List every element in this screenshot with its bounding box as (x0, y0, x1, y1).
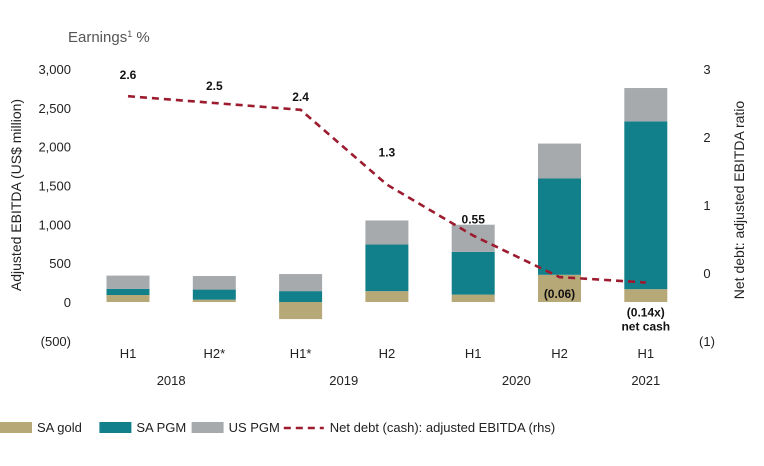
y2-tick-label: 1 (703, 198, 710, 213)
bar-us-pgm (192, 275, 236, 290)
y-tick-label: 2,000 (38, 140, 71, 155)
y-tick-label: 1,500 (38, 179, 71, 194)
bar-us-pgm (451, 224, 495, 252)
ratio-data-label: 2.5 (206, 79, 223, 93)
bar-us-pgm (279, 274, 323, 292)
y2-tick-label: 0 (703, 266, 710, 281)
y-axis-title: Adjusted EBITDA (US$ million) (8, 99, 24, 291)
year-label: 2020 (502, 373, 531, 388)
bar-us-pgm (106, 275, 150, 289)
bar-sa-pgm (624, 121, 668, 290)
x-tick-label: H2 (551, 346, 568, 361)
x-tick-label: H2 (379, 346, 396, 361)
x-tick-label: H1 (637, 346, 654, 361)
legend-swatch (0, 422, 32, 433)
chart-title-suffix: % (132, 29, 150, 46)
y2-tick-label: (1) (699, 334, 715, 349)
ratio-data-label: 0.55 (462, 213, 486, 227)
y2-axis-title: Net debt: adjusted EBITDA ratio (731, 101, 747, 300)
chart-title: Earnings1 % (68, 29, 150, 46)
bar-sa-gold (279, 302, 323, 320)
y-tick-label: 1,000 (38, 217, 71, 232)
legend-label: US PGM (229, 420, 280, 435)
net-debt-ratio-line (127, 94, 646, 284)
bar-sa-pgm (279, 291, 323, 302)
ratio-data-label: (0.14x) (627, 306, 665, 320)
year-label: 2018 (157, 373, 186, 388)
legend-swatch (99, 422, 132, 433)
x-tick-label: H1 (120, 346, 137, 361)
bar-sa-pgm (365, 244, 409, 292)
y-tick-label: (500) (41, 334, 71, 349)
legend-label: Net debt (cash): adjusted EBITDA (rhs) (330, 420, 555, 435)
ratio-data-label: (0.06) (544, 287, 575, 301)
bar-sa-pgm (106, 288, 150, 296)
chart-title-footnote: 1 (127, 29, 132, 39)
y-tick-label: 0 (64, 295, 71, 310)
bar-sa-pgm (538, 178, 581, 275)
x-tick-label: H2* (203, 346, 225, 361)
y-tick-label: 3,000 (38, 62, 71, 77)
bar-sa-gold (451, 294, 495, 302)
bar-us-pgm (538, 143, 581, 179)
bar-sa-gold (192, 299, 236, 302)
x-tick-label: H1 (465, 346, 482, 361)
bar-sa-pgm (451, 251, 495, 295)
chart-title-main: Earnings (68, 29, 127, 46)
ratio-data-label: 2.6 (120, 68, 137, 82)
ratio-data-label: 1.3 (379, 146, 396, 160)
x-tick-label: H1* (290, 346, 312, 361)
y2-tick-label: 2 (703, 130, 710, 145)
bar-sa-pgm (192, 289, 236, 300)
ratio-data-label: 2.4 (292, 90, 309, 104)
net-cash-label: net cash (621, 320, 670, 334)
bar-us-pgm (624, 88, 668, 122)
bar-us-pgm (365, 220, 409, 245)
bar-sa-gold (365, 291, 409, 302)
legend-label: SA PGM (136, 420, 186, 435)
y-tick-label: 500 (49, 256, 71, 271)
legend-label: SA gold (37, 420, 82, 435)
y2-tick-label: 3 (703, 62, 710, 77)
legend-swatch (191, 422, 224, 433)
bar-sa-gold (538, 274, 581, 302)
year-label: 2021 (631, 373, 660, 388)
bar-sa-gold (106, 295, 150, 302)
year-label: 2019 (329, 373, 358, 388)
bar-sa-gold (624, 289, 668, 302)
y-tick-label: 2,500 (38, 101, 71, 116)
